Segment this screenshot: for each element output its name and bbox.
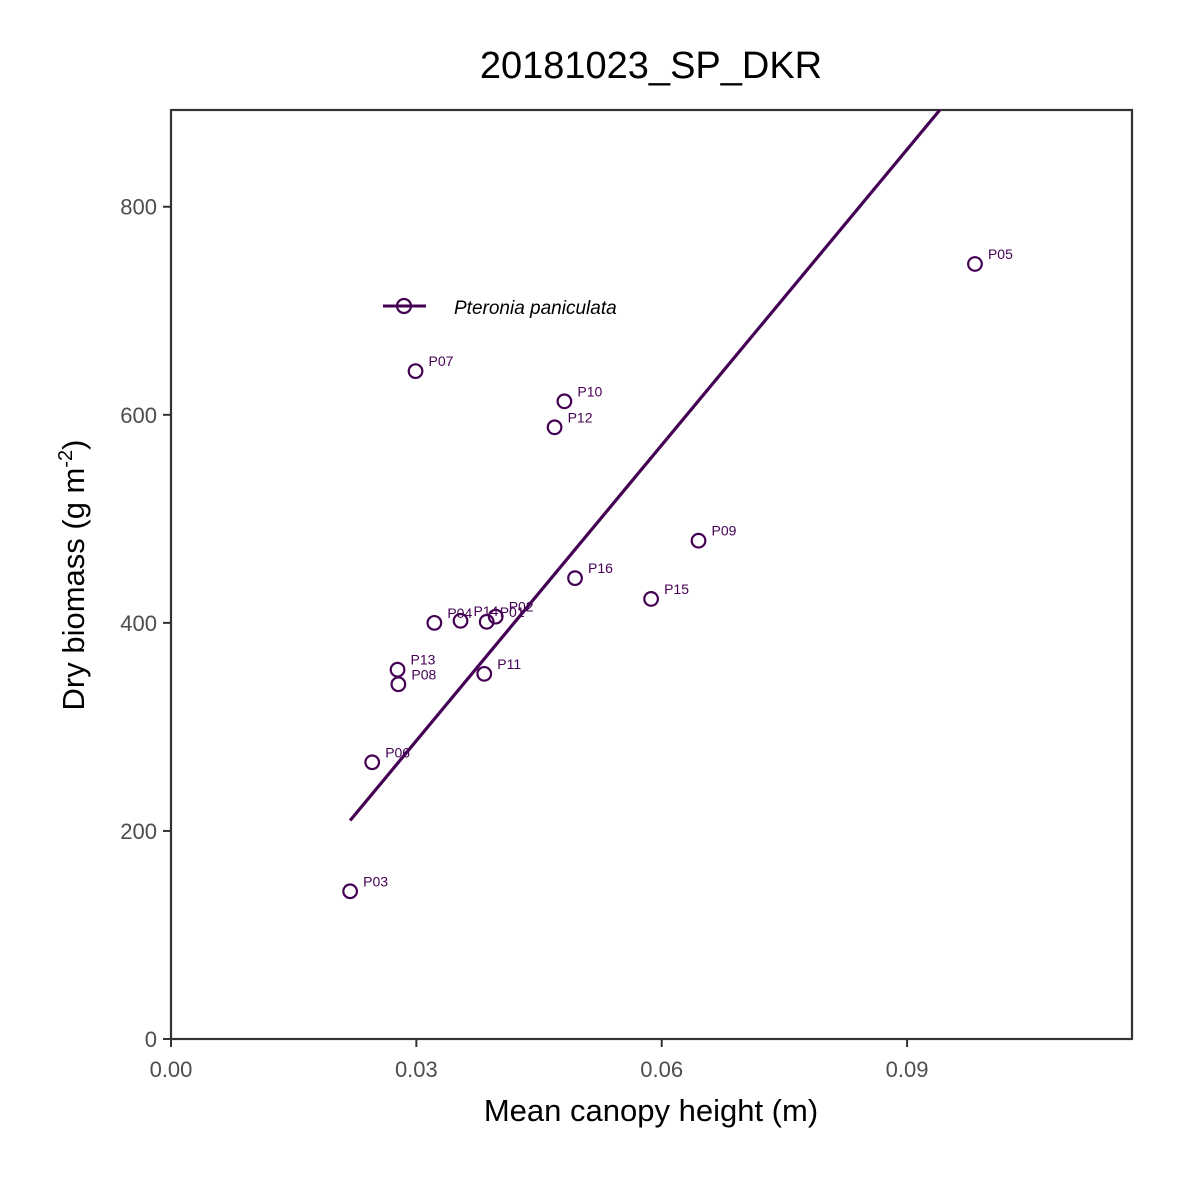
y-axis-label: Dry biomass (g m-2)	[55, 440, 91, 711]
legend-label: Pteronia paniculata	[454, 298, 617, 319]
data-point	[546, 419, 563, 436]
point-label: P11	[497, 656, 521, 672]
point-label: P12	[568, 409, 593, 425]
x-axis-label: Mean canopy height (m)	[484, 1093, 818, 1128]
data-point	[556, 393, 573, 410]
x-tick-label: 0.09	[886, 1057, 929, 1082]
x-tick-label: 0.00	[150, 1057, 193, 1082]
point-label: P01	[500, 604, 525, 620]
point-label: P13	[411, 652, 436, 668]
y-tick-label: 800	[120, 195, 157, 220]
data-point	[452, 612, 469, 629]
point-label: P15	[664, 581, 689, 597]
point-label: P10	[577, 383, 602, 399]
point-label: P04	[447, 605, 472, 621]
point-label: P16	[588, 560, 613, 576]
data-point	[342, 883, 359, 900]
data-point	[643, 591, 659, 607]
point-label: P05	[988, 246, 1013, 262]
y-axis: 0 200 400 600 800	[120, 195, 171, 1052]
data-point	[478, 613, 495, 630]
data-point	[426, 614, 443, 631]
plot-panel	[169, 108, 1134, 1041]
data-point	[390, 676, 407, 693]
data-point	[967, 256, 983, 272]
x-axis: 0.00 0.03 0.06 0.09	[150, 1039, 929, 1082]
chart-title: 20181023_SP_DKR	[480, 45, 822, 87]
legend: Pteronia paniculata	[383, 297, 617, 319]
point-label: P14	[474, 603, 499, 619]
point-label: P06	[385, 744, 410, 760]
fit-line	[348, 108, 942, 822]
point-label: P08	[411, 666, 436, 682]
data-point	[364, 754, 381, 771]
point-label: P02	[509, 599, 534, 615]
data-point	[690, 532, 707, 549]
x-tick-label: 0.06	[640, 1057, 683, 1082]
point-label: P07	[429, 353, 454, 369]
y-tick-label: 600	[120, 403, 157, 428]
x-tick-label: 0.03	[395, 1057, 438, 1082]
data-point	[487, 608, 504, 625]
point-label: P03	[363, 873, 388, 889]
y-axis-label-main: Dry biomass (g m	[56, 468, 91, 711]
data-point	[567, 570, 583, 587]
y-axis-label-close: )	[56, 440, 91, 450]
y-tick-label: 400	[120, 611, 157, 636]
data-point	[407, 363, 424, 380]
y-axis-label-superscript: -2	[55, 450, 77, 468]
y-tick-label: 0	[145, 1027, 157, 1052]
point-label: P09	[712, 523, 737, 539]
legend-key-marker	[395, 297, 413, 315]
data-point	[476, 665, 493, 682]
y-tick-label: 200	[120, 819, 157, 844]
